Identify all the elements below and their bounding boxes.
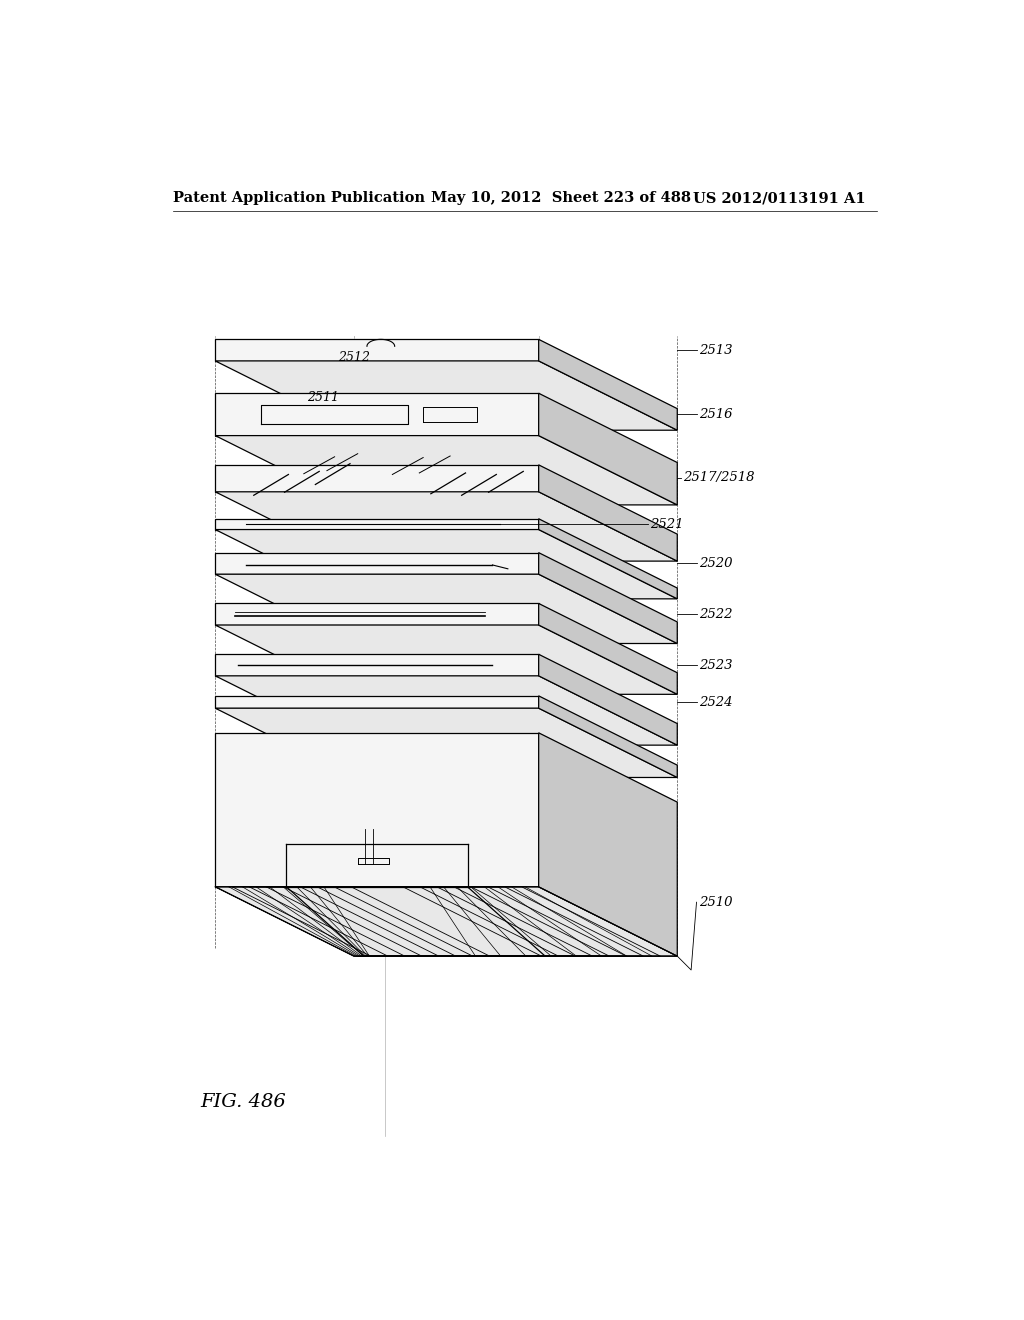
Text: 2517/2518: 2517/2518 xyxy=(683,471,755,484)
Text: 2516: 2516 xyxy=(698,408,732,421)
Polygon shape xyxy=(215,708,677,777)
Text: 2523: 2523 xyxy=(698,659,732,672)
Text: 2524: 2524 xyxy=(698,696,732,709)
Polygon shape xyxy=(215,676,677,744)
Text: US 2012/0113191 A1: US 2012/0113191 A1 xyxy=(692,191,865,206)
Polygon shape xyxy=(539,339,677,430)
Text: 2512: 2512 xyxy=(338,351,370,363)
Polygon shape xyxy=(539,655,677,744)
Polygon shape xyxy=(215,529,677,599)
Text: Patent Application Publication: Patent Application Publication xyxy=(173,191,425,206)
Text: 2520: 2520 xyxy=(698,557,732,570)
Text: 2522: 2522 xyxy=(698,607,732,620)
Polygon shape xyxy=(539,603,677,694)
Polygon shape xyxy=(539,696,677,777)
Polygon shape xyxy=(215,492,677,561)
Polygon shape xyxy=(215,696,539,708)
Polygon shape xyxy=(539,553,677,644)
Text: 2513: 2513 xyxy=(698,343,732,356)
Polygon shape xyxy=(215,436,677,506)
Polygon shape xyxy=(215,603,539,626)
Polygon shape xyxy=(215,339,539,360)
Polygon shape xyxy=(215,360,677,430)
Polygon shape xyxy=(215,465,539,492)
Text: May 10, 2012  Sheet 223 of 488: May 10, 2012 Sheet 223 of 488 xyxy=(431,191,691,206)
Polygon shape xyxy=(215,733,539,887)
Polygon shape xyxy=(215,626,677,694)
Text: 2510: 2510 xyxy=(698,896,732,908)
Polygon shape xyxy=(215,553,539,574)
Polygon shape xyxy=(539,733,677,956)
Polygon shape xyxy=(539,519,677,599)
Polygon shape xyxy=(215,887,677,956)
Polygon shape xyxy=(215,574,677,644)
Text: FIG. 486: FIG. 486 xyxy=(200,1093,286,1110)
Polygon shape xyxy=(215,519,539,529)
Polygon shape xyxy=(539,465,677,561)
Polygon shape xyxy=(215,393,539,436)
Polygon shape xyxy=(539,393,677,506)
Polygon shape xyxy=(215,655,539,676)
Text: 2511: 2511 xyxy=(307,391,339,404)
Text: 2521: 2521 xyxy=(650,517,684,531)
